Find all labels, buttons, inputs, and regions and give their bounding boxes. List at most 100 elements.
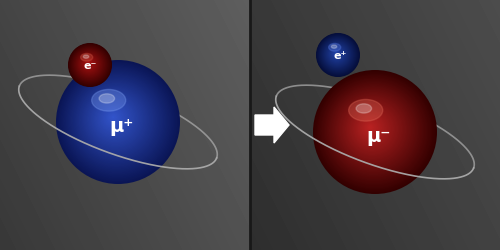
- Circle shape: [82, 86, 149, 153]
- Circle shape: [348, 105, 396, 152]
- Circle shape: [84, 59, 94, 69]
- Ellipse shape: [80, 54, 93, 61]
- Circle shape: [108, 112, 118, 122]
- Circle shape: [85, 60, 92, 67]
- Circle shape: [92, 96, 137, 141]
- Circle shape: [72, 48, 107, 82]
- Circle shape: [317, 34, 359, 76]
- Circle shape: [56, 60, 180, 184]
- Circle shape: [87, 62, 90, 65]
- Circle shape: [68, 43, 112, 87]
- Circle shape: [339, 96, 406, 163]
- Ellipse shape: [328, 44, 341, 51]
- Circle shape: [332, 50, 340, 58]
- Circle shape: [324, 41, 351, 68]
- Text: e⁺: e⁺: [334, 51, 346, 61]
- Circle shape: [334, 92, 411, 168]
- Circle shape: [71, 75, 162, 166]
- Circle shape: [340, 98, 405, 162]
- Circle shape: [90, 94, 140, 144]
- Circle shape: [71, 46, 108, 84]
- Circle shape: [319, 36, 356, 74]
- Circle shape: [72, 47, 108, 83]
- Circle shape: [313, 70, 437, 194]
- Circle shape: [323, 40, 352, 69]
- Circle shape: [76, 80, 157, 161]
- Circle shape: [78, 53, 100, 76]
- Circle shape: [326, 43, 348, 66]
- Circle shape: [352, 109, 392, 148]
- Circle shape: [70, 46, 109, 84]
- Circle shape: [322, 38, 354, 71]
- Circle shape: [330, 46, 344, 61]
- Circle shape: [332, 49, 342, 58]
- Circle shape: [60, 64, 176, 180]
- Circle shape: [316, 33, 360, 77]
- Circle shape: [80, 54, 98, 74]
- Circle shape: [69, 44, 111, 86]
- Circle shape: [363, 120, 378, 135]
- Circle shape: [84, 88, 146, 150]
- Circle shape: [71, 46, 108, 83]
- Circle shape: [63, 67, 172, 176]
- Circle shape: [333, 50, 340, 57]
- Text: μ⁺: μ⁺: [110, 118, 134, 137]
- Circle shape: [358, 114, 385, 142]
- Circle shape: [73, 48, 106, 81]
- Circle shape: [330, 87, 417, 174]
- Circle shape: [318, 34, 358, 75]
- Ellipse shape: [84, 55, 89, 58]
- Circle shape: [83, 58, 94, 70]
- Circle shape: [84, 59, 93, 68]
- Circle shape: [358, 116, 384, 140]
- Circle shape: [326, 84, 421, 178]
- Circle shape: [332, 88, 415, 172]
- Circle shape: [324, 80, 425, 182]
- Circle shape: [66, 70, 168, 172]
- Circle shape: [361, 118, 381, 138]
- Circle shape: [79, 83, 153, 157]
- Circle shape: [76, 51, 103, 78]
- Circle shape: [84, 88, 148, 152]
- Circle shape: [322, 79, 426, 183]
- Circle shape: [76, 52, 102, 77]
- Circle shape: [94, 98, 136, 140]
- FancyArrow shape: [255, 107, 289, 143]
- Circle shape: [80, 84, 152, 156]
- Circle shape: [100, 103, 129, 133]
- Circle shape: [328, 45, 346, 63]
- Circle shape: [320, 37, 356, 73]
- Circle shape: [330, 47, 344, 61]
- Circle shape: [317, 34, 358, 76]
- Circle shape: [82, 57, 96, 70]
- Circle shape: [69, 44, 110, 86]
- Circle shape: [96, 100, 133, 137]
- Circle shape: [329, 86, 418, 175]
- Circle shape: [328, 46, 345, 62]
- Circle shape: [366, 124, 374, 131]
- Ellipse shape: [348, 100, 383, 121]
- Circle shape: [74, 48, 106, 81]
- Circle shape: [366, 122, 376, 132]
- Circle shape: [76, 51, 102, 78]
- Circle shape: [355, 112, 388, 144]
- Circle shape: [334, 52, 338, 55]
- Circle shape: [320, 38, 355, 72]
- Circle shape: [360, 117, 382, 139]
- Circle shape: [77, 52, 102, 76]
- Circle shape: [322, 39, 353, 70]
- Circle shape: [318, 35, 358, 74]
- Circle shape: [111, 115, 116, 120]
- Circle shape: [74, 49, 106, 80]
- Circle shape: [354, 111, 389, 146]
- Circle shape: [321, 38, 354, 71]
- Circle shape: [78, 52, 101, 76]
- Circle shape: [82, 58, 95, 70]
- Ellipse shape: [332, 45, 337, 48]
- Circle shape: [334, 50, 340, 56]
- Circle shape: [336, 93, 410, 167]
- Circle shape: [84, 58, 94, 69]
- Circle shape: [76, 50, 104, 78]
- Circle shape: [326, 82, 422, 179]
- Circle shape: [57, 61, 178, 183]
